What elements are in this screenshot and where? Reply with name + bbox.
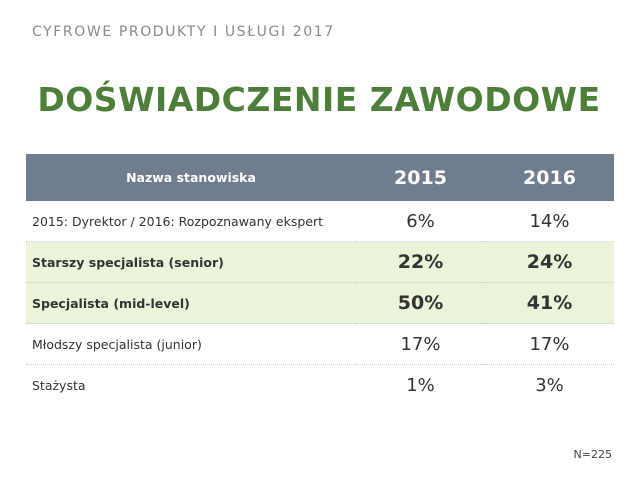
value-2015: 50% [356,282,485,324]
table-header-row: Nazwa stanowiska 2015 2016 [26,154,614,201]
column-header-2016: 2016 [485,154,614,201]
value-2016: 41% [485,282,614,324]
value-2015: 22% [356,241,485,283]
position-name: Stażysta [32,377,86,393]
table-row: 2015: Dyrektor / 2016: Rozpoznawany eksp… [26,201,614,242]
column-header-2015: 2015 [356,154,485,201]
value-2015: 1% [406,374,435,396]
value-2015: 6% [356,201,485,242]
table-row: Starszy specjalista (senior) 22% 24% [26,241,614,283]
value-2016: 3% [535,374,564,396]
table-row: Młodszy specjalista (junior) 17% 17% [26,323,614,365]
position-name: Starszy specjalista (senior) [26,241,356,283]
position-name: 2015: Dyrektor / 2016: Rozpoznawany eksp… [26,201,356,242]
experience-table: Nazwa stanowiska 2015 2016 2015: Dyrekto… [26,154,614,405]
slide-title: DOŚWIADCZENIE ZAWODOWE [37,80,601,119]
table-row: Specjalista (mid-level) 50% 41% [26,282,614,324]
column-header-position: Nazwa stanowiska [26,154,356,201]
sample-size-note: N=225 [573,448,612,461]
position-name: Młodszy specjalista (junior) [26,323,356,365]
value-2016: 14% [485,201,614,242]
value-2016: 24% [485,241,614,283]
value-2016: 17% [485,323,614,365]
deck-subtitle: CYFROWE PRODUKTY I USŁUGI 2017 [32,24,335,40]
value-2015: 17% [356,323,485,365]
table-row: Stażysta 1% 3% [26,365,614,406]
position-name: Specjalista (mid-level) [26,282,356,324]
